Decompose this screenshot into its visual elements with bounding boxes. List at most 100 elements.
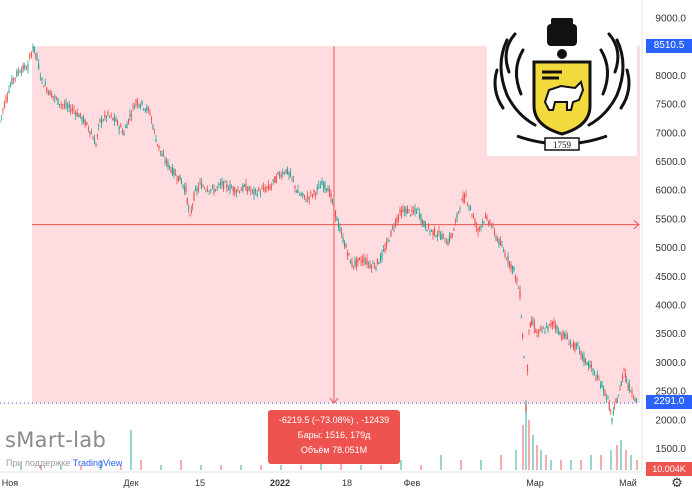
candle-body (115, 118, 117, 122)
volume-bar (320, 460, 322, 470)
candle-body (183, 186, 186, 192)
candle-body (182, 184, 184, 187)
candle-body (360, 260, 362, 263)
candle-body (330, 193, 332, 199)
candle-body (465, 194, 467, 196)
candle-body (560, 336, 563, 338)
gear-icon[interactable]: ⚙ (671, 475, 683, 490)
candle-body (484, 216, 487, 218)
candle-body (620, 381, 622, 386)
candle-body (227, 189, 229, 190)
volume-bar (560, 460, 562, 470)
candle-body (514, 275, 517, 280)
candle-body (136, 101, 139, 105)
volume-bar (616, 445, 618, 470)
candle-body (559, 332, 561, 334)
candle-body (480, 225, 482, 228)
candle-body (19, 71, 21, 73)
candle-body (551, 321, 554, 326)
candle-body (439, 235, 442, 240)
candle-body (98, 125, 100, 127)
measure-bars: Бары: 1516, 179д (297, 430, 371, 440)
candle-body (99, 118, 101, 123)
volume-bar (40, 465, 42, 470)
candle-body (508, 261, 511, 266)
candle-body (547, 325, 549, 331)
candle-body (129, 114, 131, 117)
candle-body (384, 247, 386, 252)
candle-body (110, 115, 112, 117)
candle-body (471, 214, 473, 216)
y-tick-label: 5000.0 (655, 243, 686, 254)
candle-body (46, 88, 48, 92)
candle-body (24, 65, 26, 69)
x-tick-label: 18 (342, 478, 352, 488)
candle-body (418, 212, 421, 218)
candle-body (539, 328, 541, 330)
candle-body (44, 83, 46, 86)
support-text[interactable]: При поддержке TradingView (6, 458, 122, 468)
candle-body (507, 255, 509, 263)
candle-body (315, 192, 317, 196)
candle-body (200, 182, 203, 189)
candle-body (159, 151, 162, 152)
candle-body (468, 206, 470, 208)
candle-body (328, 189, 331, 196)
volume-bar (545, 455, 547, 470)
tradingview-link[interactable]: TradingView (72, 458, 123, 468)
candle-body (372, 263, 374, 265)
candle-body (619, 388, 621, 390)
candle-body (318, 184, 320, 186)
candle-body (92, 137, 94, 140)
candle-body (624, 372, 626, 378)
candle-body (589, 365, 591, 369)
candle-body (70, 109, 72, 113)
candle-body (139, 105, 142, 107)
candle-body (569, 342, 572, 345)
candle-body (190, 209, 192, 213)
candle-body (275, 175, 277, 182)
candle-body (531, 320, 533, 325)
candle-body (498, 238, 500, 245)
candle-body (150, 118, 153, 120)
candle-body (325, 188, 328, 191)
volume-bar (360, 465, 362, 470)
candle-body (370, 264, 373, 269)
candle-body (266, 186, 268, 189)
candle-body (472, 216, 475, 218)
candle-body (528, 329, 530, 332)
candle-body (289, 172, 292, 177)
volume-bar (590, 455, 592, 470)
candle-body (502, 250, 505, 252)
candle-body (358, 257, 361, 260)
watermark: sMart-lab (5, 428, 107, 452)
x-tick-label: Ноя (2, 478, 19, 488)
candle-body (615, 398, 617, 401)
y-tick-label: 4000.0 (655, 301, 686, 312)
candle-body (25, 69, 27, 71)
candle-body (47, 91, 49, 94)
candle-body (109, 116, 111, 117)
candle-body (243, 184, 245, 187)
candle-body (211, 185, 213, 187)
candle-body (492, 224, 494, 226)
candle-body (451, 233, 454, 235)
candle-body (38, 63, 40, 69)
candle-body (207, 189, 209, 192)
candle-body (251, 189, 253, 191)
candle-body (331, 199, 334, 203)
candle-body (310, 192, 312, 194)
candle-body (364, 261, 367, 264)
volume-bar (140, 460, 142, 470)
candle-body (17, 71, 19, 73)
candle-body (288, 172, 290, 175)
volume-bar (500, 455, 502, 470)
candle-body (523, 356, 525, 359)
candle-body (185, 186, 187, 192)
candle-body (165, 159, 168, 163)
candle-body (215, 189, 217, 192)
x-tick-label: Дек (123, 478, 138, 488)
volume-bar (540, 450, 542, 470)
candle-body (342, 237, 344, 243)
